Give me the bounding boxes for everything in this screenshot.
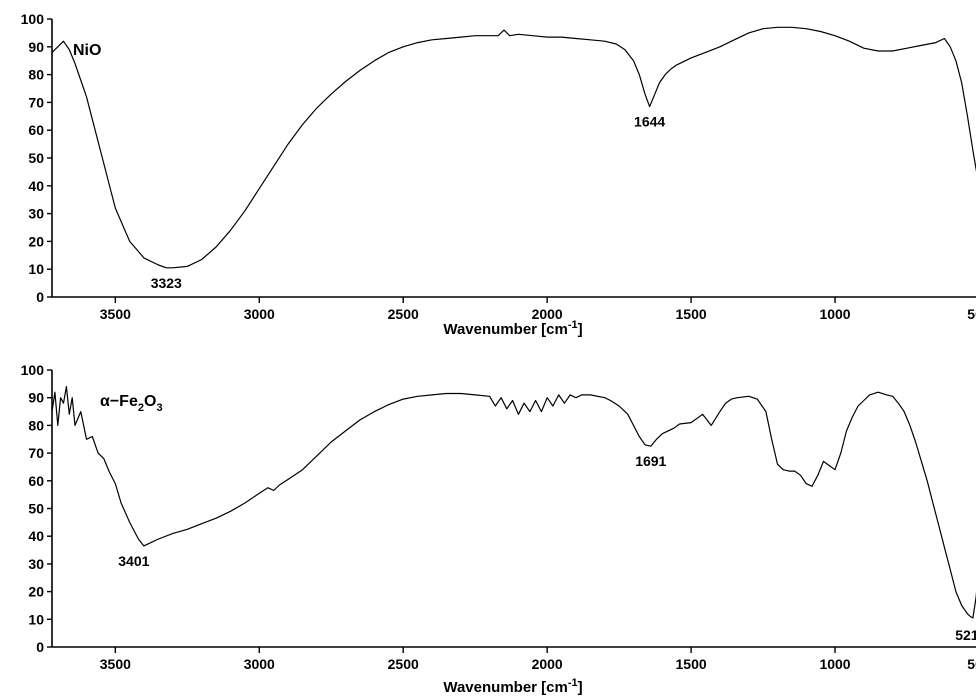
y-tick-label: 30 — [28, 206, 44, 222]
x-tick-label: 2000 — [532, 656, 563, 672]
x-tick-label: 3500 — [100, 306, 131, 322]
x-tick-label: 500 — [967, 656, 976, 672]
panel-nio: 0 10 20 30 40 50 60 70 80 90 100 3500 3000 2500 2000 1… — [21, 11, 976, 338]
x-axis-label: Wavenumber [cm-1] — [443, 319, 582, 338]
x-ticks: 3500 3000 2500 2000 1500 1000 500 — [100, 297, 976, 322]
y-tick-label: 100 — [21, 11, 45, 27]
series-line-fe2o3 — [51, 386, 976, 619]
y-tick-label: 100 — [21, 362, 45, 378]
y-tick-label: 70 — [28, 94, 44, 110]
x-tick-label: 3500 — [100, 656, 131, 672]
y-tick-label: 0 — [36, 289, 44, 305]
peak-labels: 34011691521441 — [118, 453, 976, 643]
y-tick-label: 40 — [28, 528, 44, 544]
y-tick-label: 70 — [28, 445, 44, 461]
panel-fe2o3: 0 10 20 30 40 50 60 70 80 90 100 3500 3000 2500 2000 1… — [21, 362, 976, 696]
x-tick-label: 1000 — [819, 306, 850, 322]
peak-label: 3401 — [118, 553, 149, 569]
y-tick-label: 20 — [28, 233, 44, 249]
series-label-nio: NiO — [73, 42, 101, 59]
y-tick-label: 40 — [28, 178, 44, 194]
y-tick-label: 60 — [28, 473, 44, 489]
y-tick-label: 10 — [28, 611, 44, 627]
y-tick-label: 60 — [28, 122, 44, 138]
peak-label: 1644 — [634, 114, 665, 130]
peak-label: 521 — [955, 627, 976, 643]
y-tick-label: 80 — [28, 67, 44, 83]
y-tick-label: 20 — [28, 584, 44, 600]
y-tick-label: 90 — [28, 39, 44, 55]
x-tick-label: 3000 — [244, 656, 275, 672]
x-tick-label: 500 — [967, 306, 976, 322]
y-tick-label: 50 — [28, 150, 44, 166]
x-tick-label: 2000 — [532, 306, 563, 322]
peak-label: 1691 — [635, 453, 666, 469]
peak-labels: 33231644457 — [151, 114, 666, 291]
x-axis-label: Wavenumber [cm-1] — [443, 677, 582, 696]
x-tick-label: 3000 — [244, 306, 275, 322]
peak-label: 3323 — [151, 275, 182, 291]
y-tick-label: 30 — [28, 556, 44, 572]
series-line-nio — [51, 26, 976, 269]
x-tick-label: 1500 — [676, 656, 707, 672]
x-tick-label: 1500 — [676, 306, 707, 322]
y-tick-label: 80 — [28, 417, 44, 433]
y-ticks: 0 10 20 30 40 50 60 70 80 90 100 — [21, 11, 52, 305]
x-tick-label: 2500 — [388, 306, 419, 322]
y-tick-label: 90 — [28, 390, 44, 406]
y-ticks: 0 10 20 30 40 50 60 70 80 90 100 — [21, 362, 52, 655]
y-tick-label: 50 — [28, 501, 44, 517]
x-tick-label: 2500 — [388, 656, 419, 672]
x-tick-label: 1000 — [819, 656, 850, 672]
series-label-fe2o3: α−Fe2O3 — [100, 393, 163, 414]
y-tick-label: 10 — [28, 261, 44, 277]
x-ticks: 3500 3000 2500 2000 1500 1000 500 — [100, 647, 976, 672]
y-tick-label: 0 — [36, 639, 44, 655]
